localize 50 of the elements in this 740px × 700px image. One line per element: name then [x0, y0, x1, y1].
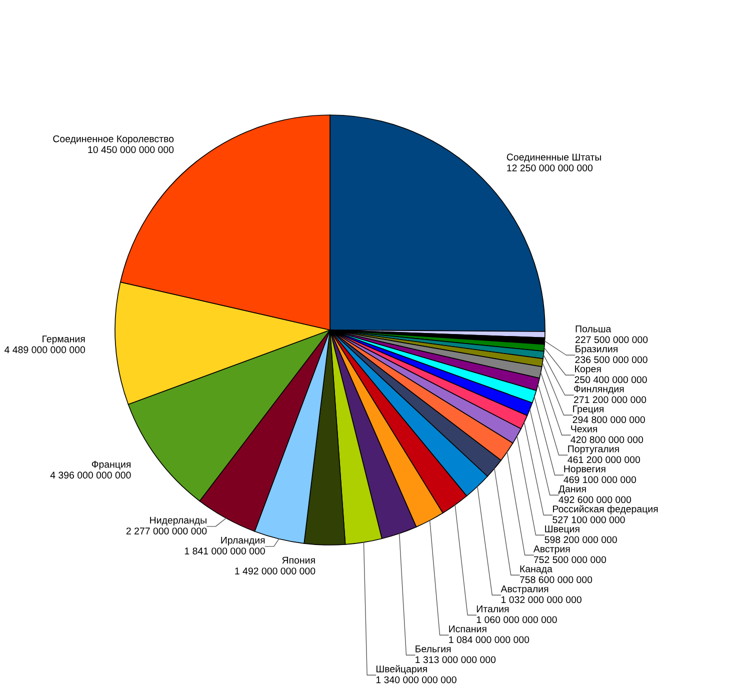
slice-label: Австралия — [500, 586, 548, 594]
data-label: 294 800 000 000 — [572, 416, 645, 424]
data-label: 4 489 000 000 000 — [4, 346, 86, 354]
slice-label: Финляндия — [574, 385, 624, 394]
slice-label: Соединенное Королевство — [53, 135, 174, 144]
slice-label: Норвегия — [564, 466, 606, 474]
data-label: 1 084 000 000 000 — [449, 636, 530, 644]
slice-label: Бразилия — [576, 346, 618, 354]
slice-label: Чехия — [571, 426, 597, 432]
data-label: 1 313 000 000 000 — [416, 656, 496, 664]
data-label: 1 492 000 000 000 — [235, 568, 316, 574]
data-label: 227 500 000 000 — [576, 336, 648, 344]
slice-label: Корея — [575, 366, 601, 374]
data-label: 12 250 000 000 000 — [507, 164, 593, 172]
data-label: 250 400 000 000 — [574, 376, 647, 384]
slice-label: Польша — [576, 326, 612, 332]
data-label: 527 100 000 000 — [552, 516, 625, 524]
data-label: 469 100 000 000 — [564, 476, 636, 484]
slice-label: Франция — [92, 460, 131, 470]
data-label: 492 600 000 000 — [558, 496, 632, 504]
data-label: 271 200 000 000 — [574, 396, 646, 404]
slice-label: Бельгия — [416, 646, 451, 652]
data-label: 2 277 000 000 000 — [126, 528, 207, 534]
data-label: 1 841 000 000 000 — [184, 548, 265, 554]
data-label: 236 500 000 000 — [575, 356, 648, 364]
slice-label: Италия — [476, 606, 509, 612]
slice-label: Швейцария — [376, 665, 427, 674]
data-label: 598 200 000 000 — [544, 536, 617, 544]
data-label: 461 200 000 000 — [568, 456, 640, 464]
slice-label: Австрия — [533, 546, 570, 554]
data-label: 10 450 000 000 000 — [88, 146, 174, 154]
slice-label: Российская федерация — [553, 505, 658, 514]
slice-label: Нидерланды — [150, 516, 206, 526]
slice-label: Швеция — [545, 526, 580, 534]
slice-label: Канада — [520, 566, 552, 574]
slice-label: Ирландия — [221, 536, 265, 546]
slice-label: Соединенные Штаты — [506, 154, 601, 162]
slice-label: Греция — [573, 406, 604, 414]
slice-label: Португалия — [568, 446, 619, 454]
data-label: 1 340 000 000 000 — [376, 676, 456, 684]
data-label: 758 600 000 000 — [520, 576, 592, 584]
slice-label: Германия — [42, 336, 85, 344]
slice-label: Япония — [282, 556, 315, 564]
data-label: 420 800 000 000 — [570, 436, 644, 444]
data-label: 1 060 000 000 000 — [476, 616, 557, 624]
data-label: 752 500 000 000 — [534, 556, 606, 564]
slice-label: Дания — [558, 486, 586, 494]
data-label: 4 396 000 000 000 — [50, 472, 131, 479]
slice-label: Испания — [449, 626, 486, 632]
data-label: 1 032 000 000 000 — [501, 596, 582, 604]
